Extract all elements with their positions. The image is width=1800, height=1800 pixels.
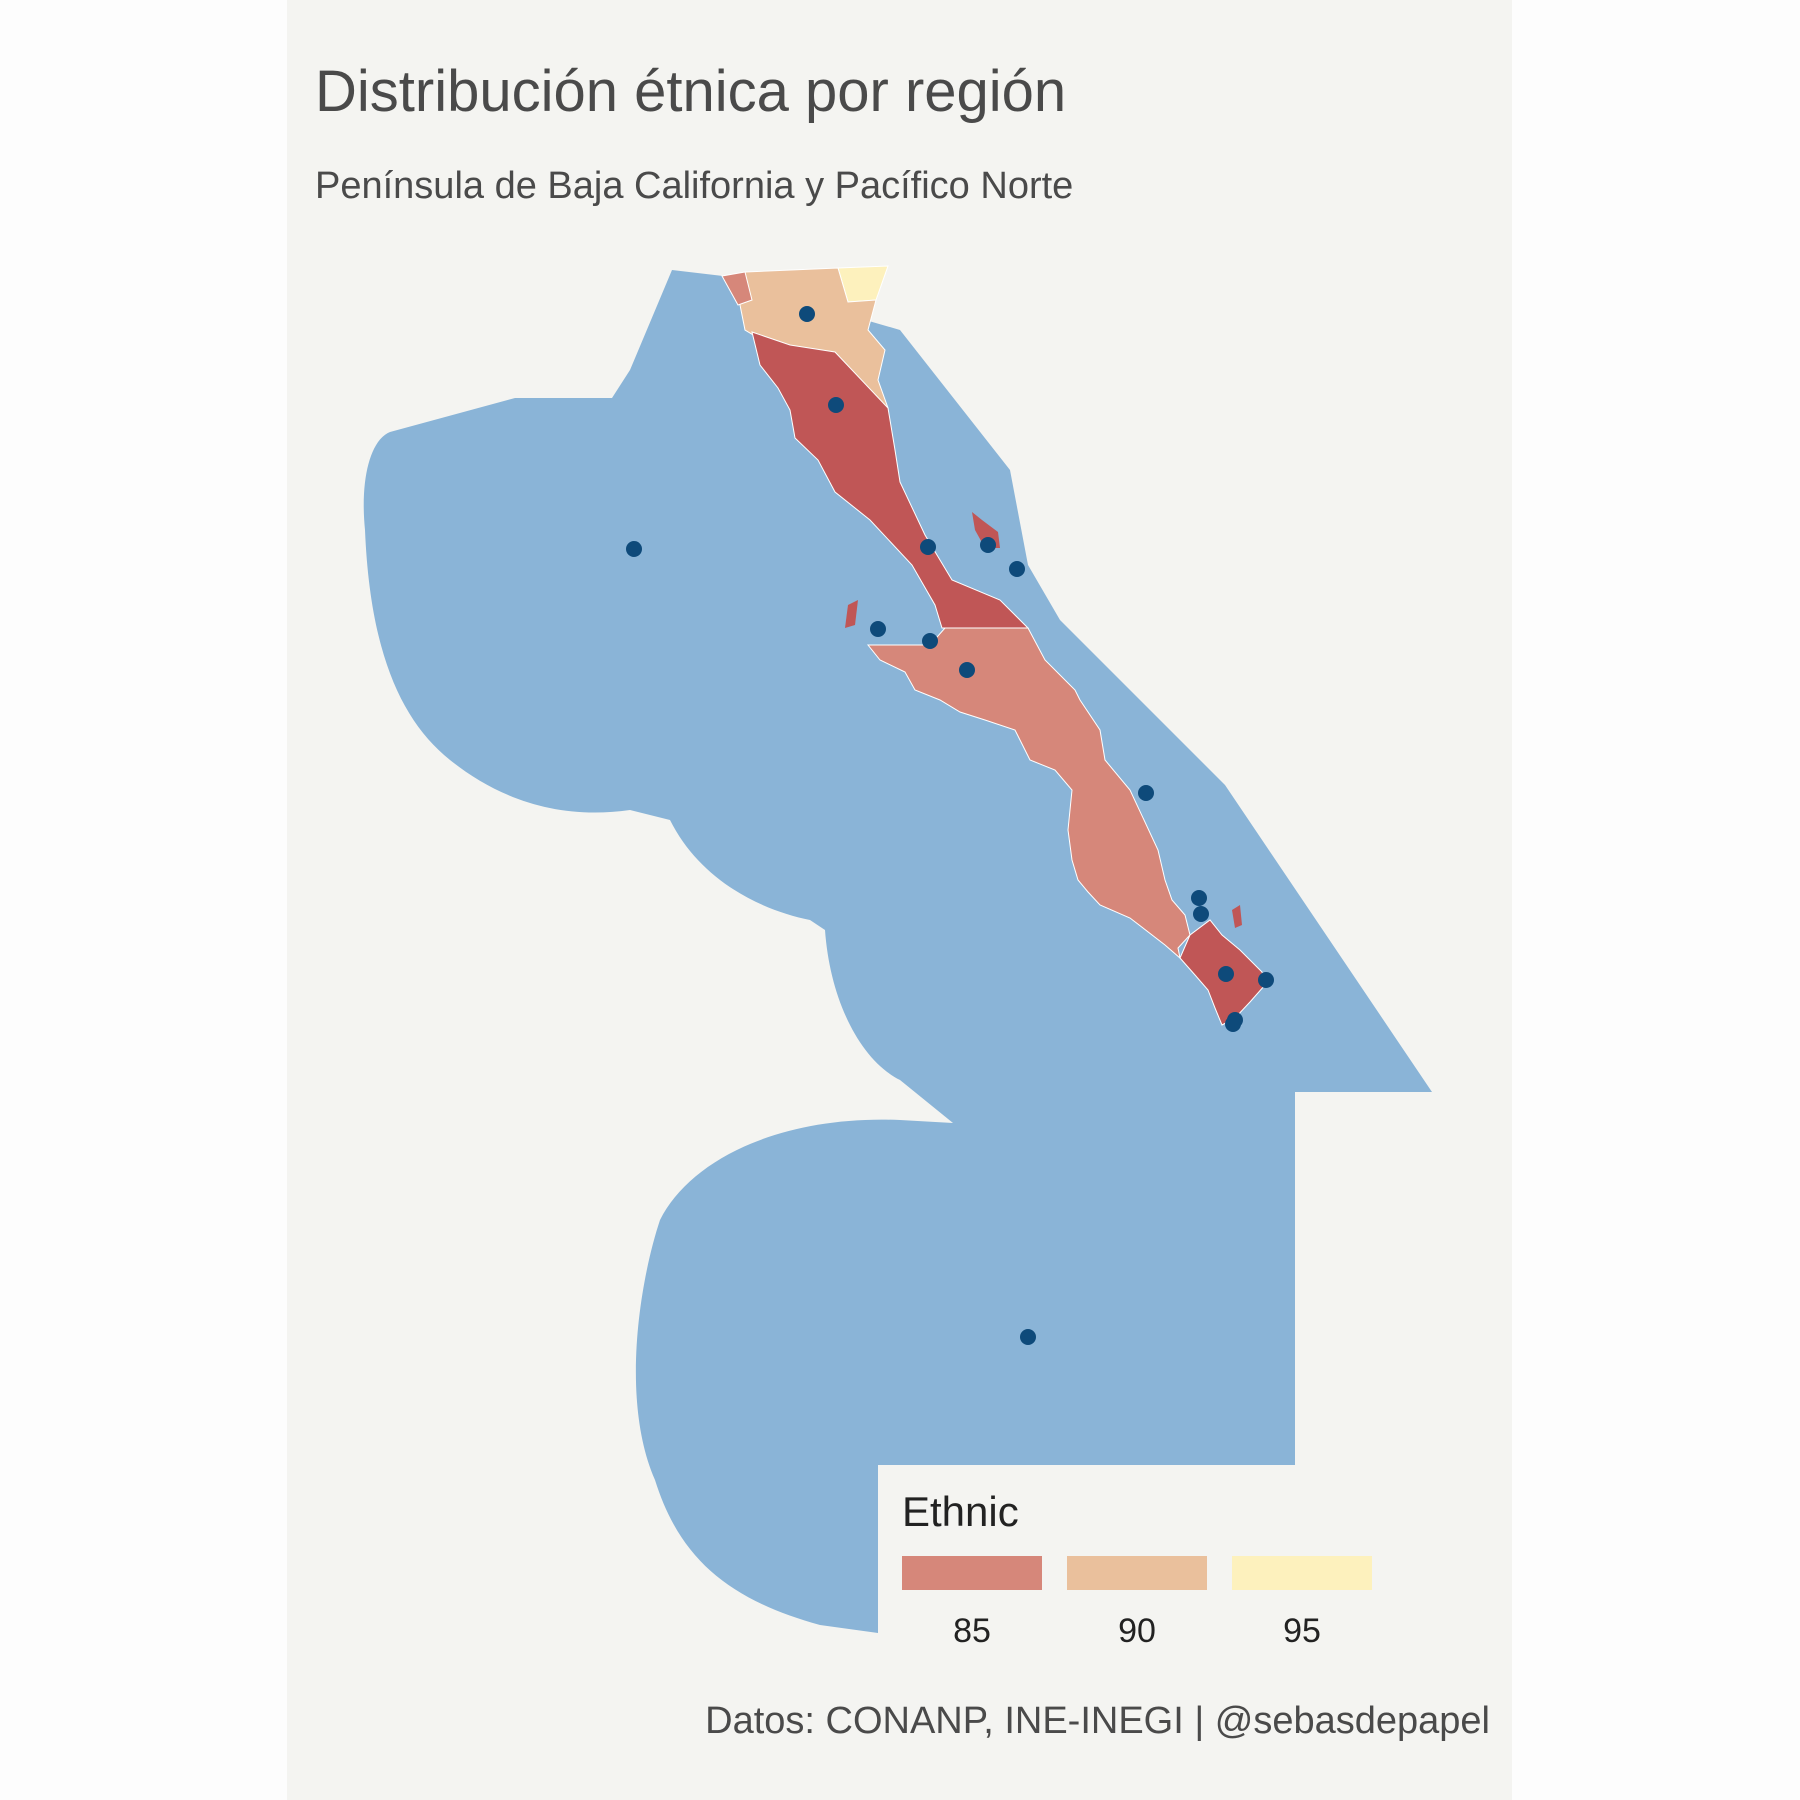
legend-swatch-90 <box>1067 1556 1207 1590</box>
point <box>1009 561 1025 577</box>
point <box>1258 972 1274 988</box>
point <box>1225 1016 1241 1032</box>
point <box>1138 785 1154 801</box>
point <box>922 633 938 649</box>
island-west <box>845 600 858 628</box>
legend-swatch-95 <box>1232 1556 1372 1590</box>
point <box>828 397 844 413</box>
legend-label-85: 85 <box>953 1612 991 1650</box>
point <box>959 662 975 678</box>
region-mid-north <box>721 271 753 306</box>
point <box>1191 890 1207 906</box>
map-subtitle: Península de Baja California y Pacífico … <box>315 165 1074 207</box>
point <box>1020 1329 1036 1345</box>
point <box>980 537 996 553</box>
legend: Ethnic 85 90 95 <box>878 1466 1378 1676</box>
point <box>1218 966 1234 982</box>
protected-area-points <box>626 306 1274 1345</box>
legend-swatch-85 <box>902 1556 1042 1590</box>
point <box>1193 906 1209 922</box>
region-dark-north <box>751 331 1030 629</box>
legend-title: Ethnic <box>902 1488 1019 1535</box>
region-mid-south <box>866 627 1191 960</box>
marine-zone <box>363 270 1432 1633</box>
point <box>870 621 886 637</box>
legend-label-95: 95 <box>1283 1612 1321 1650</box>
point <box>626 541 642 557</box>
point <box>920 539 936 555</box>
legend-label-90: 90 <box>1118 1612 1156 1650</box>
map-caption: Datos: CONANP, INE-INEGI | @sebasdepapel <box>705 1700 1490 1742</box>
island-south <box>1232 905 1242 928</box>
point <box>799 306 815 322</box>
map-title: Distribución étnica por región <box>315 59 1067 124</box>
